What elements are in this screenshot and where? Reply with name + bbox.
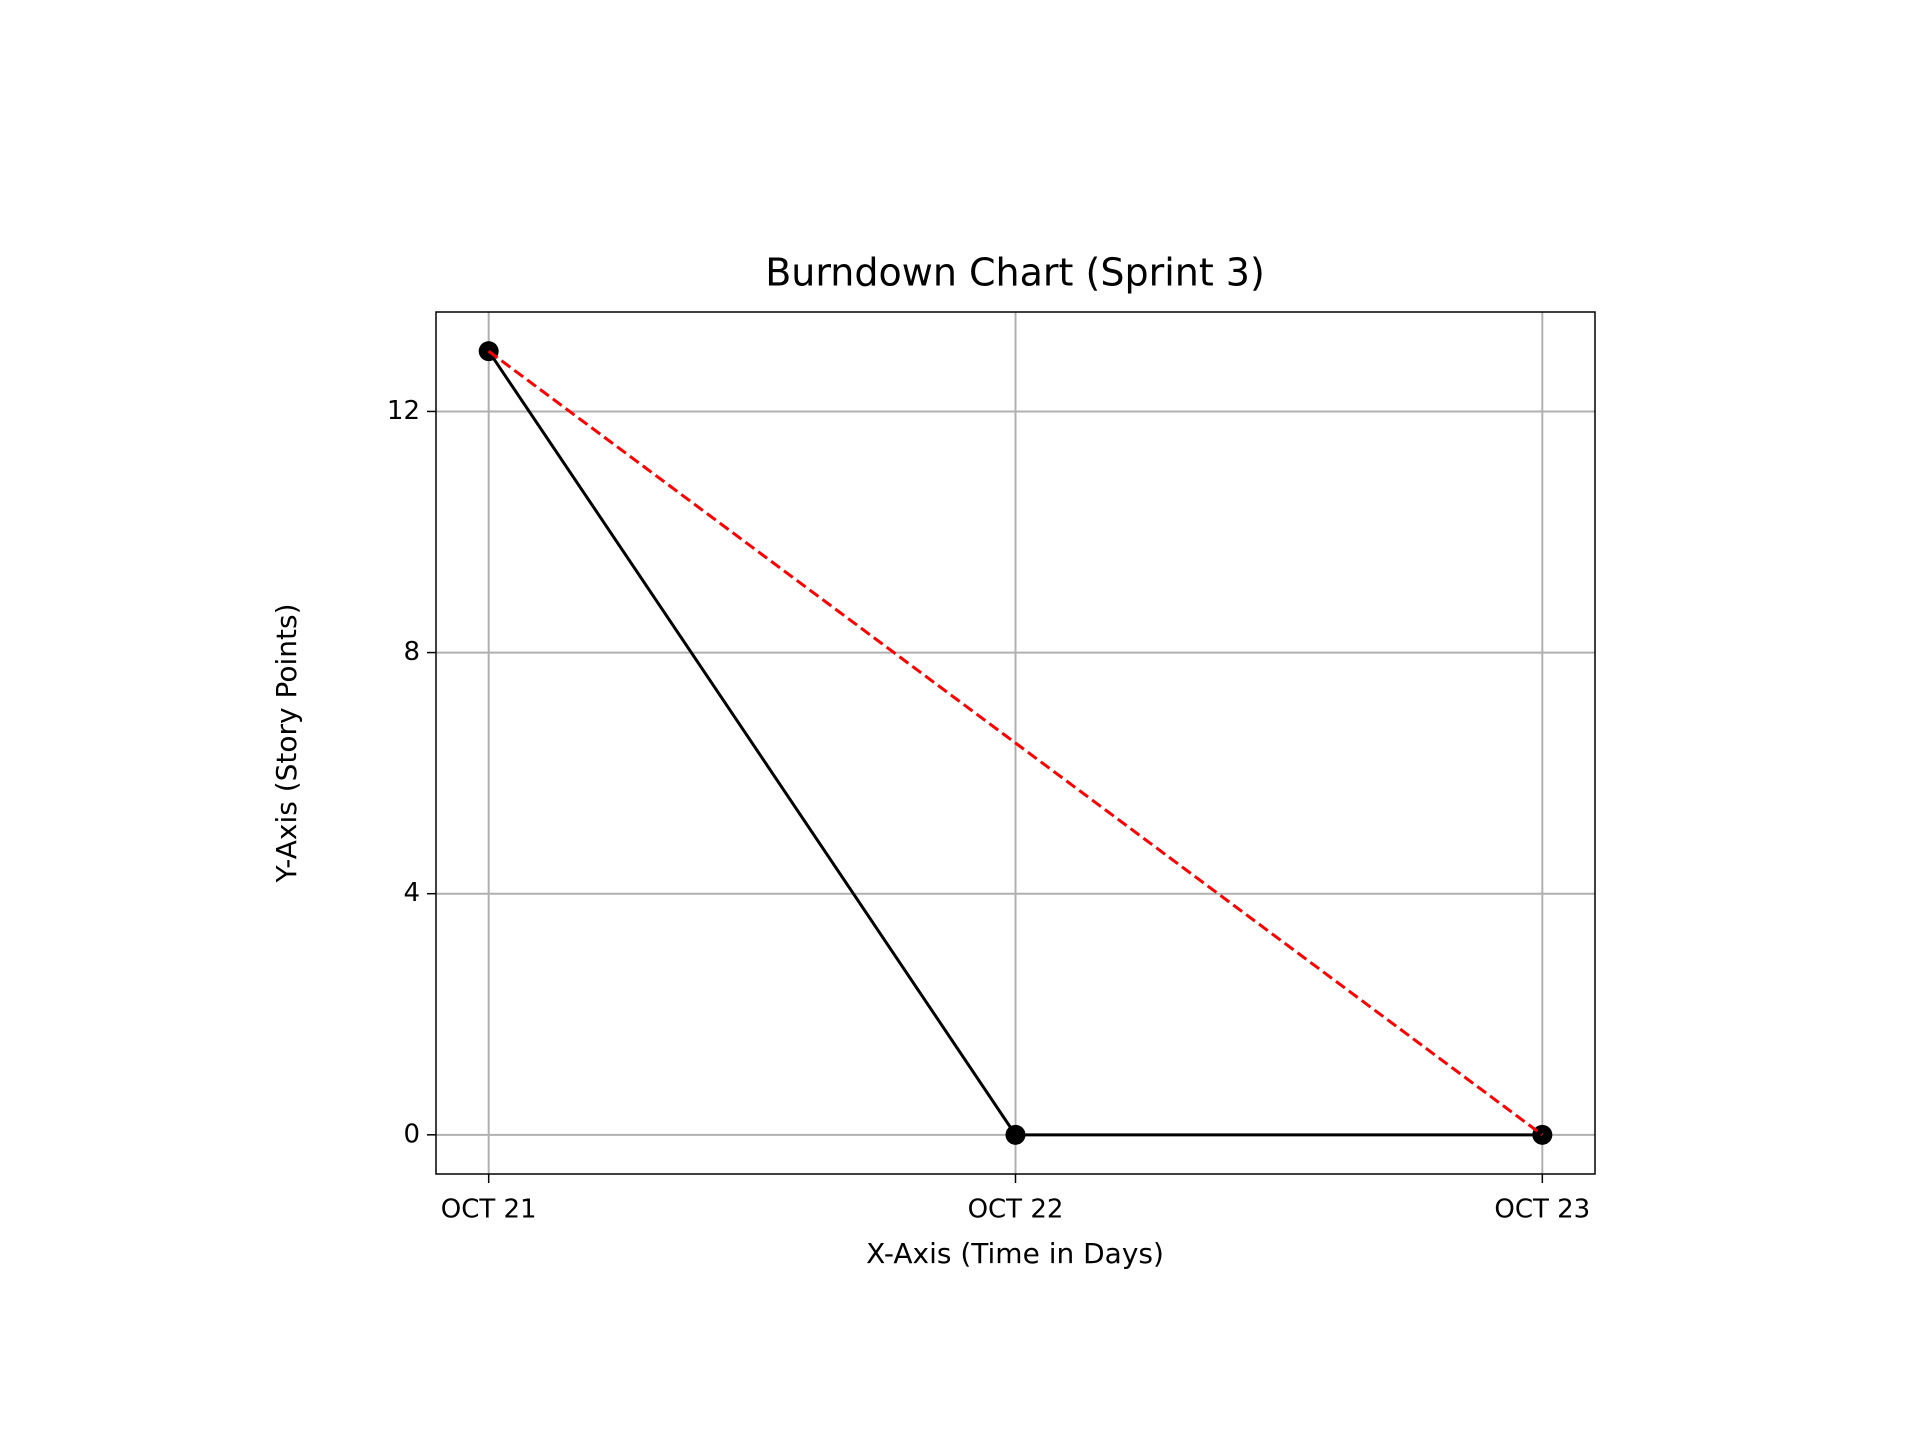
x-tick-label: OCT 22	[968, 1195, 1064, 1225]
x-tick-label: OCT 23	[1494, 1195, 1590, 1225]
y-tick-label: 4	[403, 878, 420, 908]
x-axis-label: X-Axis (Time in Days)	[866, 1237, 1164, 1270]
y-axis-label: Y-Axis (Story Points)	[270, 603, 303, 883]
y-tick-label: 0	[403, 1119, 420, 1149]
series-line	[487, 349, 1544, 1137]
y-tick-label: 8	[403, 637, 420, 667]
plot-frame	[435, 311, 1596, 1175]
data-point	[1005, 1124, 1026, 1145]
x-tick-label: OCT 21	[441, 1195, 537, 1225]
y-tick-label: 12	[387, 396, 420, 426]
chart-title: Burndown Chart (Sprint 3)	[765, 251, 1265, 295]
